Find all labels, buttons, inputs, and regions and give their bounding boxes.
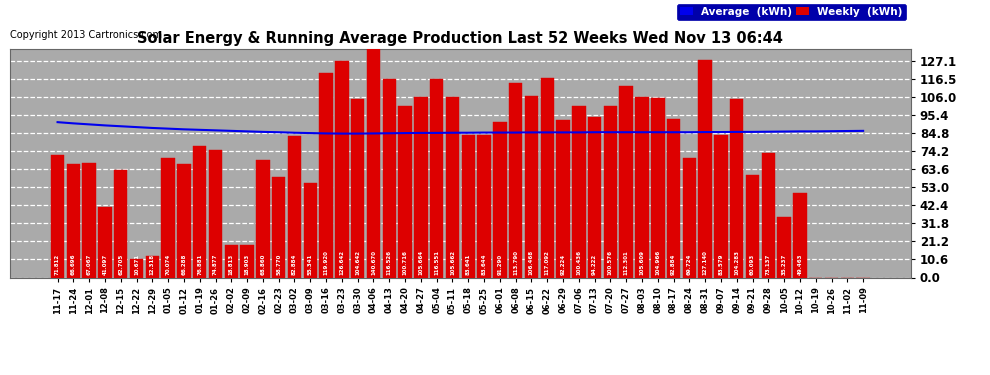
Bar [304,183,317,278]
Text: 68.860: 68.860 [260,254,265,275]
Text: 127.140: 127.140 [703,250,708,275]
Text: 35.237: 35.237 [782,254,787,275]
Text: 41.097: 41.097 [102,254,108,275]
Text: 18.903: 18.903 [245,254,249,275]
Bar [477,135,491,278]
Text: 113.790: 113.790 [513,250,518,275]
Bar [382,79,396,278]
Bar [336,61,348,278]
Bar [556,120,569,278]
Text: 58.770: 58.770 [276,254,281,275]
Bar [636,97,648,278]
Text: 69.724: 69.724 [687,254,692,275]
Text: 83.579: 83.579 [719,254,724,275]
Bar [193,146,207,278]
Text: 83.641: 83.641 [465,254,471,275]
Bar [683,159,696,278]
Bar [620,86,633,278]
Bar [446,97,459,278]
Text: 112.301: 112.301 [624,250,629,275]
Bar [777,217,791,278]
Text: 18.813: 18.813 [229,254,234,275]
Bar [177,164,191,278]
Text: 100.576: 100.576 [608,250,613,275]
Text: 74.877: 74.877 [213,254,218,275]
Bar [793,193,807,278]
Bar [651,98,664,278]
Text: 71.812: 71.812 [55,254,60,275]
Text: 105.664: 105.664 [419,250,424,275]
Text: 119.920: 119.920 [324,250,329,275]
Bar [256,160,269,278]
Bar [572,106,585,278]
Text: 104.283: 104.283 [735,250,740,275]
Text: 105.609: 105.609 [640,250,644,275]
Text: 104.966: 104.966 [655,250,660,275]
Text: 126.642: 126.642 [340,250,345,275]
Bar [604,106,617,278]
Bar [730,99,743,278]
Bar [146,256,159,278]
Bar [130,259,144,278]
Title: Solar Energy & Running Average Production Last 52 Weeks Wed Nov 13 06:44: Solar Energy & Running Average Productio… [138,31,783,46]
Bar [288,136,301,278]
Text: 83.644: 83.644 [481,254,486,275]
Bar [461,135,475,278]
Bar [114,171,128,278]
Text: 100.716: 100.716 [403,250,408,275]
Text: 62.705: 62.705 [118,254,123,275]
Bar [272,177,285,278]
Bar [161,158,175,278]
Text: 12.318: 12.318 [149,254,154,275]
Text: 76.881: 76.881 [197,254,202,275]
Text: 117.092: 117.092 [544,250,549,275]
Bar [714,135,728,278]
Bar [225,245,238,278]
Text: 140.670: 140.670 [371,250,376,275]
Bar [745,175,759,278]
Text: 67.067: 67.067 [87,254,92,275]
Text: 116.551: 116.551 [435,250,440,275]
Text: 91.290: 91.290 [497,254,502,275]
Bar [366,38,380,278]
Text: 66.288: 66.288 [181,254,186,275]
Text: 60.093: 60.093 [750,254,755,275]
Bar [66,164,80,278]
Bar [98,207,112,278]
Text: Copyright 2013 Cartronics.com: Copyright 2013 Cartronics.com [10,30,162,40]
Bar [209,150,222,278]
Text: 49.463: 49.463 [798,254,803,275]
Bar [525,96,539,278]
Bar [588,117,601,278]
Text: 73.137: 73.137 [766,254,771,275]
Text: 10.671: 10.671 [134,254,139,275]
Text: 55.341: 55.341 [308,254,313,275]
Bar [82,163,96,278]
Text: 70.074: 70.074 [165,254,170,275]
Text: 104.642: 104.642 [355,250,360,275]
Bar [493,122,507,278]
Text: 94.222: 94.222 [592,254,597,275]
Bar [541,78,554,278]
Bar [398,106,412,278]
Text: 92.884: 92.884 [671,254,676,275]
Text: 82.884: 82.884 [292,254,297,275]
Text: 66.696: 66.696 [71,254,76,275]
Bar [699,60,712,278]
Text: 116.526: 116.526 [387,250,392,275]
Bar [50,155,64,278]
Text: 106.468: 106.468 [529,250,534,275]
Bar [320,73,333,278]
Bar [351,99,364,278]
Bar [509,83,523,278]
Bar [430,78,444,278]
Bar [667,119,680,278]
Bar [241,245,253,278]
Text: 92.224: 92.224 [560,254,565,275]
Text: 105.662: 105.662 [449,250,455,275]
Bar [761,153,775,278]
Bar [414,97,428,278]
Text: 100.436: 100.436 [576,250,581,275]
Legend: Average  (kWh), Weekly  (kWh): Average (kWh), Weekly (kWh) [677,4,906,20]
